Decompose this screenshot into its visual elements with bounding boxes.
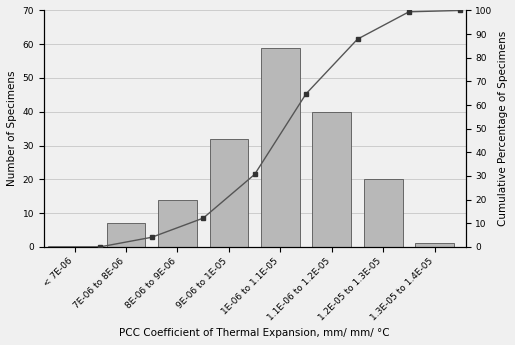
Bar: [313, 112, 351, 247]
Bar: [158, 199, 197, 247]
Bar: [416, 244, 454, 247]
Bar: [261, 48, 300, 247]
Y-axis label: Cumulative Percentage of Specimens: Cumulative Percentage of Specimens: [498, 31, 508, 226]
Y-axis label: Number of Specimens: Number of Specimens: [7, 71, 17, 186]
Bar: [364, 179, 403, 247]
X-axis label: PCC Coefficient of Thermal Expansion, mm/ mm/ °C: PCC Coefficient of Thermal Expansion, mm…: [119, 328, 390, 338]
Bar: [107, 223, 145, 247]
Bar: [210, 139, 248, 247]
